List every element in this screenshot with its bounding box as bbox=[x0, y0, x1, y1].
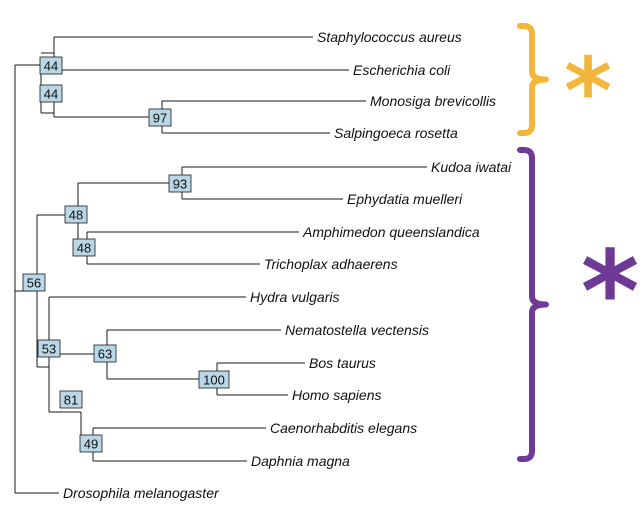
support-value-box bbox=[64, 205, 88, 224]
leaf-label: Trichoplax adhaerens bbox=[264, 256, 398, 272]
support-value-box bbox=[37, 339, 61, 358]
support-value: 93 bbox=[173, 177, 187, 192]
support-value: 44 bbox=[44, 59, 58, 74]
support-value-box bbox=[79, 434, 103, 453]
support-value: 44 bbox=[44, 87, 58, 102]
purple-clade-bracket bbox=[517, 147, 549, 462]
leaf-label: Daphnia magna bbox=[251, 453, 350, 469]
support-nodes: 44 44 97 93 48 48 56 53 63 100 81 49 bbox=[22, 56, 230, 453]
support-value: 100 bbox=[203, 373, 225, 388]
orange-clade-asterisk: * bbox=[564, 38, 612, 145]
support-value: 56 bbox=[27, 276, 41, 291]
support-value-box bbox=[72, 238, 96, 257]
support-value: 48 bbox=[69, 208, 83, 223]
support-value: 63 bbox=[98, 347, 112, 362]
leaf-label: Bos taurus bbox=[309, 355, 376, 371]
support-value-box bbox=[59, 390, 83, 409]
leaf-label: Amphimedon queenslandica bbox=[302, 224, 480, 240]
leaf-label: Hydra vulgaris bbox=[250, 289, 339, 305]
support-value-box bbox=[198, 370, 230, 389]
support-value-box bbox=[39, 56, 63, 75]
orange-clade-bracket bbox=[517, 23, 549, 136]
leaf-label: Monosiga brevicollis bbox=[370, 93, 496, 109]
leaf-label: Caenorhabditis elegans bbox=[270, 420, 417, 436]
support-value-box bbox=[93, 344, 117, 363]
clade-annotations: ** bbox=[517, 23, 640, 462]
leaf-label: Escherichia coli bbox=[353, 62, 451, 78]
leaf-label: Nematostella vectensis bbox=[285, 322, 429, 338]
purple-clade-asterisk: * bbox=[581, 228, 640, 358]
support-value-box bbox=[22, 273, 46, 292]
support-value: 81 bbox=[64, 393, 78, 408]
support-value: 49 bbox=[84, 437, 98, 452]
support-value: 53 bbox=[42, 342, 56, 357]
leaf-label: Staphylococcus aureus bbox=[317, 29, 462, 45]
support-value-box bbox=[168, 174, 192, 193]
leaf-label: Homo sapiens bbox=[292, 387, 382, 403]
leaf-label: Kudoa iwatai bbox=[431, 159, 512, 175]
leaf-label: Ephydatia muelleri bbox=[347, 191, 463, 207]
leaf-label: Salpingoeca rosetta bbox=[334, 125, 458, 141]
support-value: 48 bbox=[77, 241, 91, 256]
support-value: 97 bbox=[153, 111, 167, 126]
support-value-box bbox=[148, 108, 172, 127]
leaf-labels: Staphylococcus aureus Escherichia coli Mon… bbox=[63, 29, 512, 501]
support-value-box bbox=[39, 84, 63, 103]
leaf-label: Drosophila melanogaster bbox=[63, 485, 220, 501]
